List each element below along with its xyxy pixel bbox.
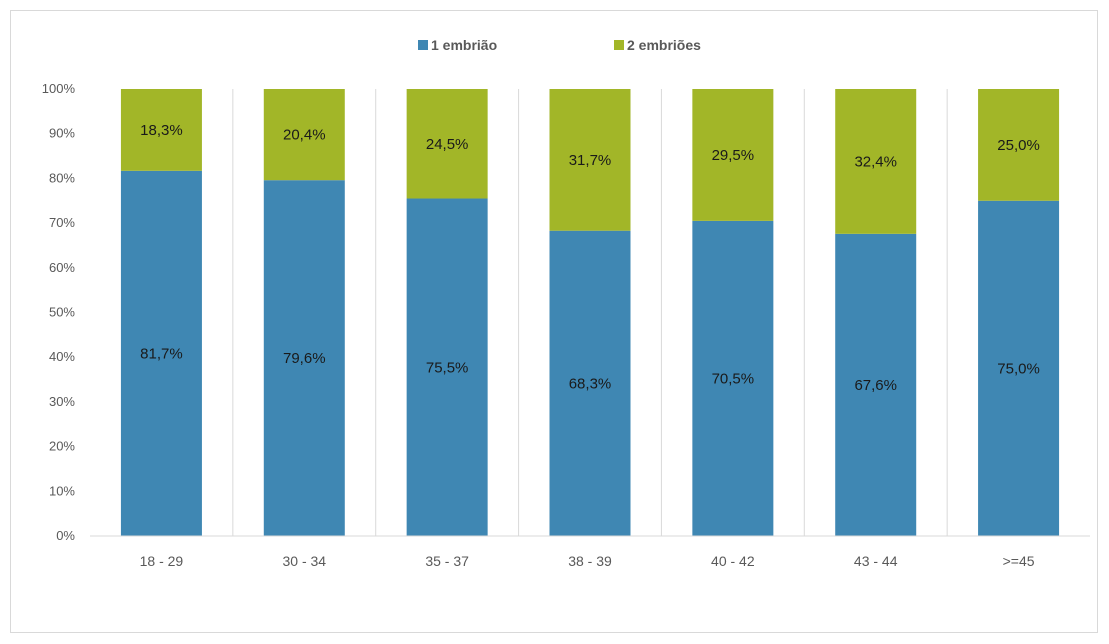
legend: 1 embrião 2 embriões bbox=[418, 37, 701, 53]
data-label: 29,5% bbox=[712, 147, 755, 164]
y-tick-label: 10% bbox=[49, 483, 75, 498]
data-label: 31,7% bbox=[569, 152, 612, 169]
data-label: 70,5% bbox=[712, 370, 755, 387]
bar-segment bbox=[835, 233, 917, 536]
x-tick-label: 40 - 42 bbox=[711, 553, 755, 569]
y-tick-label: 40% bbox=[49, 349, 75, 364]
bar-segment bbox=[549, 230, 631, 536]
bars bbox=[120, 89, 1060, 537]
x-tick-label: >=45 bbox=[1003, 553, 1035, 569]
y-tick-label: 50% bbox=[49, 305, 75, 320]
bar-segment bbox=[263, 180, 345, 537]
legend-label: 2 embriões bbox=[627, 37, 701, 53]
bar-segment bbox=[692, 220, 774, 537]
y-tick-label: 100% bbox=[42, 81, 76, 96]
bar-segment bbox=[120, 170, 202, 536]
category-separators bbox=[232, 89, 948, 536]
bar-segment bbox=[406, 198, 488, 536]
data-label: 20,4% bbox=[283, 127, 326, 144]
bar-segment bbox=[549, 89, 631, 231]
x-tick-label: 43 - 44 bbox=[854, 553, 898, 569]
bar-segment bbox=[978, 89, 1060, 201]
legend-swatch bbox=[418, 40, 428, 50]
y-tick-label: 80% bbox=[49, 170, 75, 185]
bar-segment bbox=[406, 89, 488, 199]
data-label: 75,5% bbox=[426, 359, 469, 376]
y-axis: 0% 10% 20% 30% 40% 50% 60% 70% 80% 90% 100% bbox=[42, 81, 76, 543]
x-tick-label: 38 - 39 bbox=[568, 553, 612, 569]
bar-segment bbox=[120, 89, 202, 171]
data-label: 67,6% bbox=[854, 377, 897, 394]
data-label: 24,5% bbox=[426, 136, 469, 153]
y-tick-label: 70% bbox=[49, 215, 75, 230]
data-label: 18,3% bbox=[140, 122, 183, 139]
bar-segment bbox=[978, 200, 1060, 536]
data-label: 79,6% bbox=[283, 350, 326, 367]
data-label: 32,4% bbox=[854, 153, 897, 170]
legend-swatch bbox=[614, 40, 624, 50]
bar-segment bbox=[263, 89, 345, 181]
bar-segment bbox=[835, 89, 917, 234]
x-tick-label: 30 - 34 bbox=[282, 553, 326, 569]
data-label: 25,0% bbox=[997, 137, 1040, 154]
data-labels: 81,7% 18,3% 79,6% 20,4% 75,5% 24,5% 68,3% 31,7%… bbox=[140, 122, 1040, 394]
y-tick-label: 60% bbox=[49, 260, 75, 275]
legend-label: 1 embrião bbox=[431, 37, 497, 53]
x-tick-label: 35 - 37 bbox=[425, 553, 469, 569]
y-tick-label: 0% bbox=[56, 528, 75, 543]
y-tick-label: 90% bbox=[49, 126, 75, 141]
data-label: 81,7% bbox=[140, 345, 183, 362]
x-tick-label: 18 - 29 bbox=[140, 553, 184, 569]
data-label: 75,0% bbox=[997, 360, 1040, 377]
y-tick-label: 20% bbox=[49, 439, 75, 454]
x-axis: 18 - 29 30 - 34 35 - 37 38 - 39 40 - 42 43 - … bbox=[90, 535, 1090, 569]
y-tick-label: 30% bbox=[49, 394, 75, 409]
bar-segment bbox=[692, 89, 774, 221]
data-label: 68,3% bbox=[569, 375, 612, 392]
